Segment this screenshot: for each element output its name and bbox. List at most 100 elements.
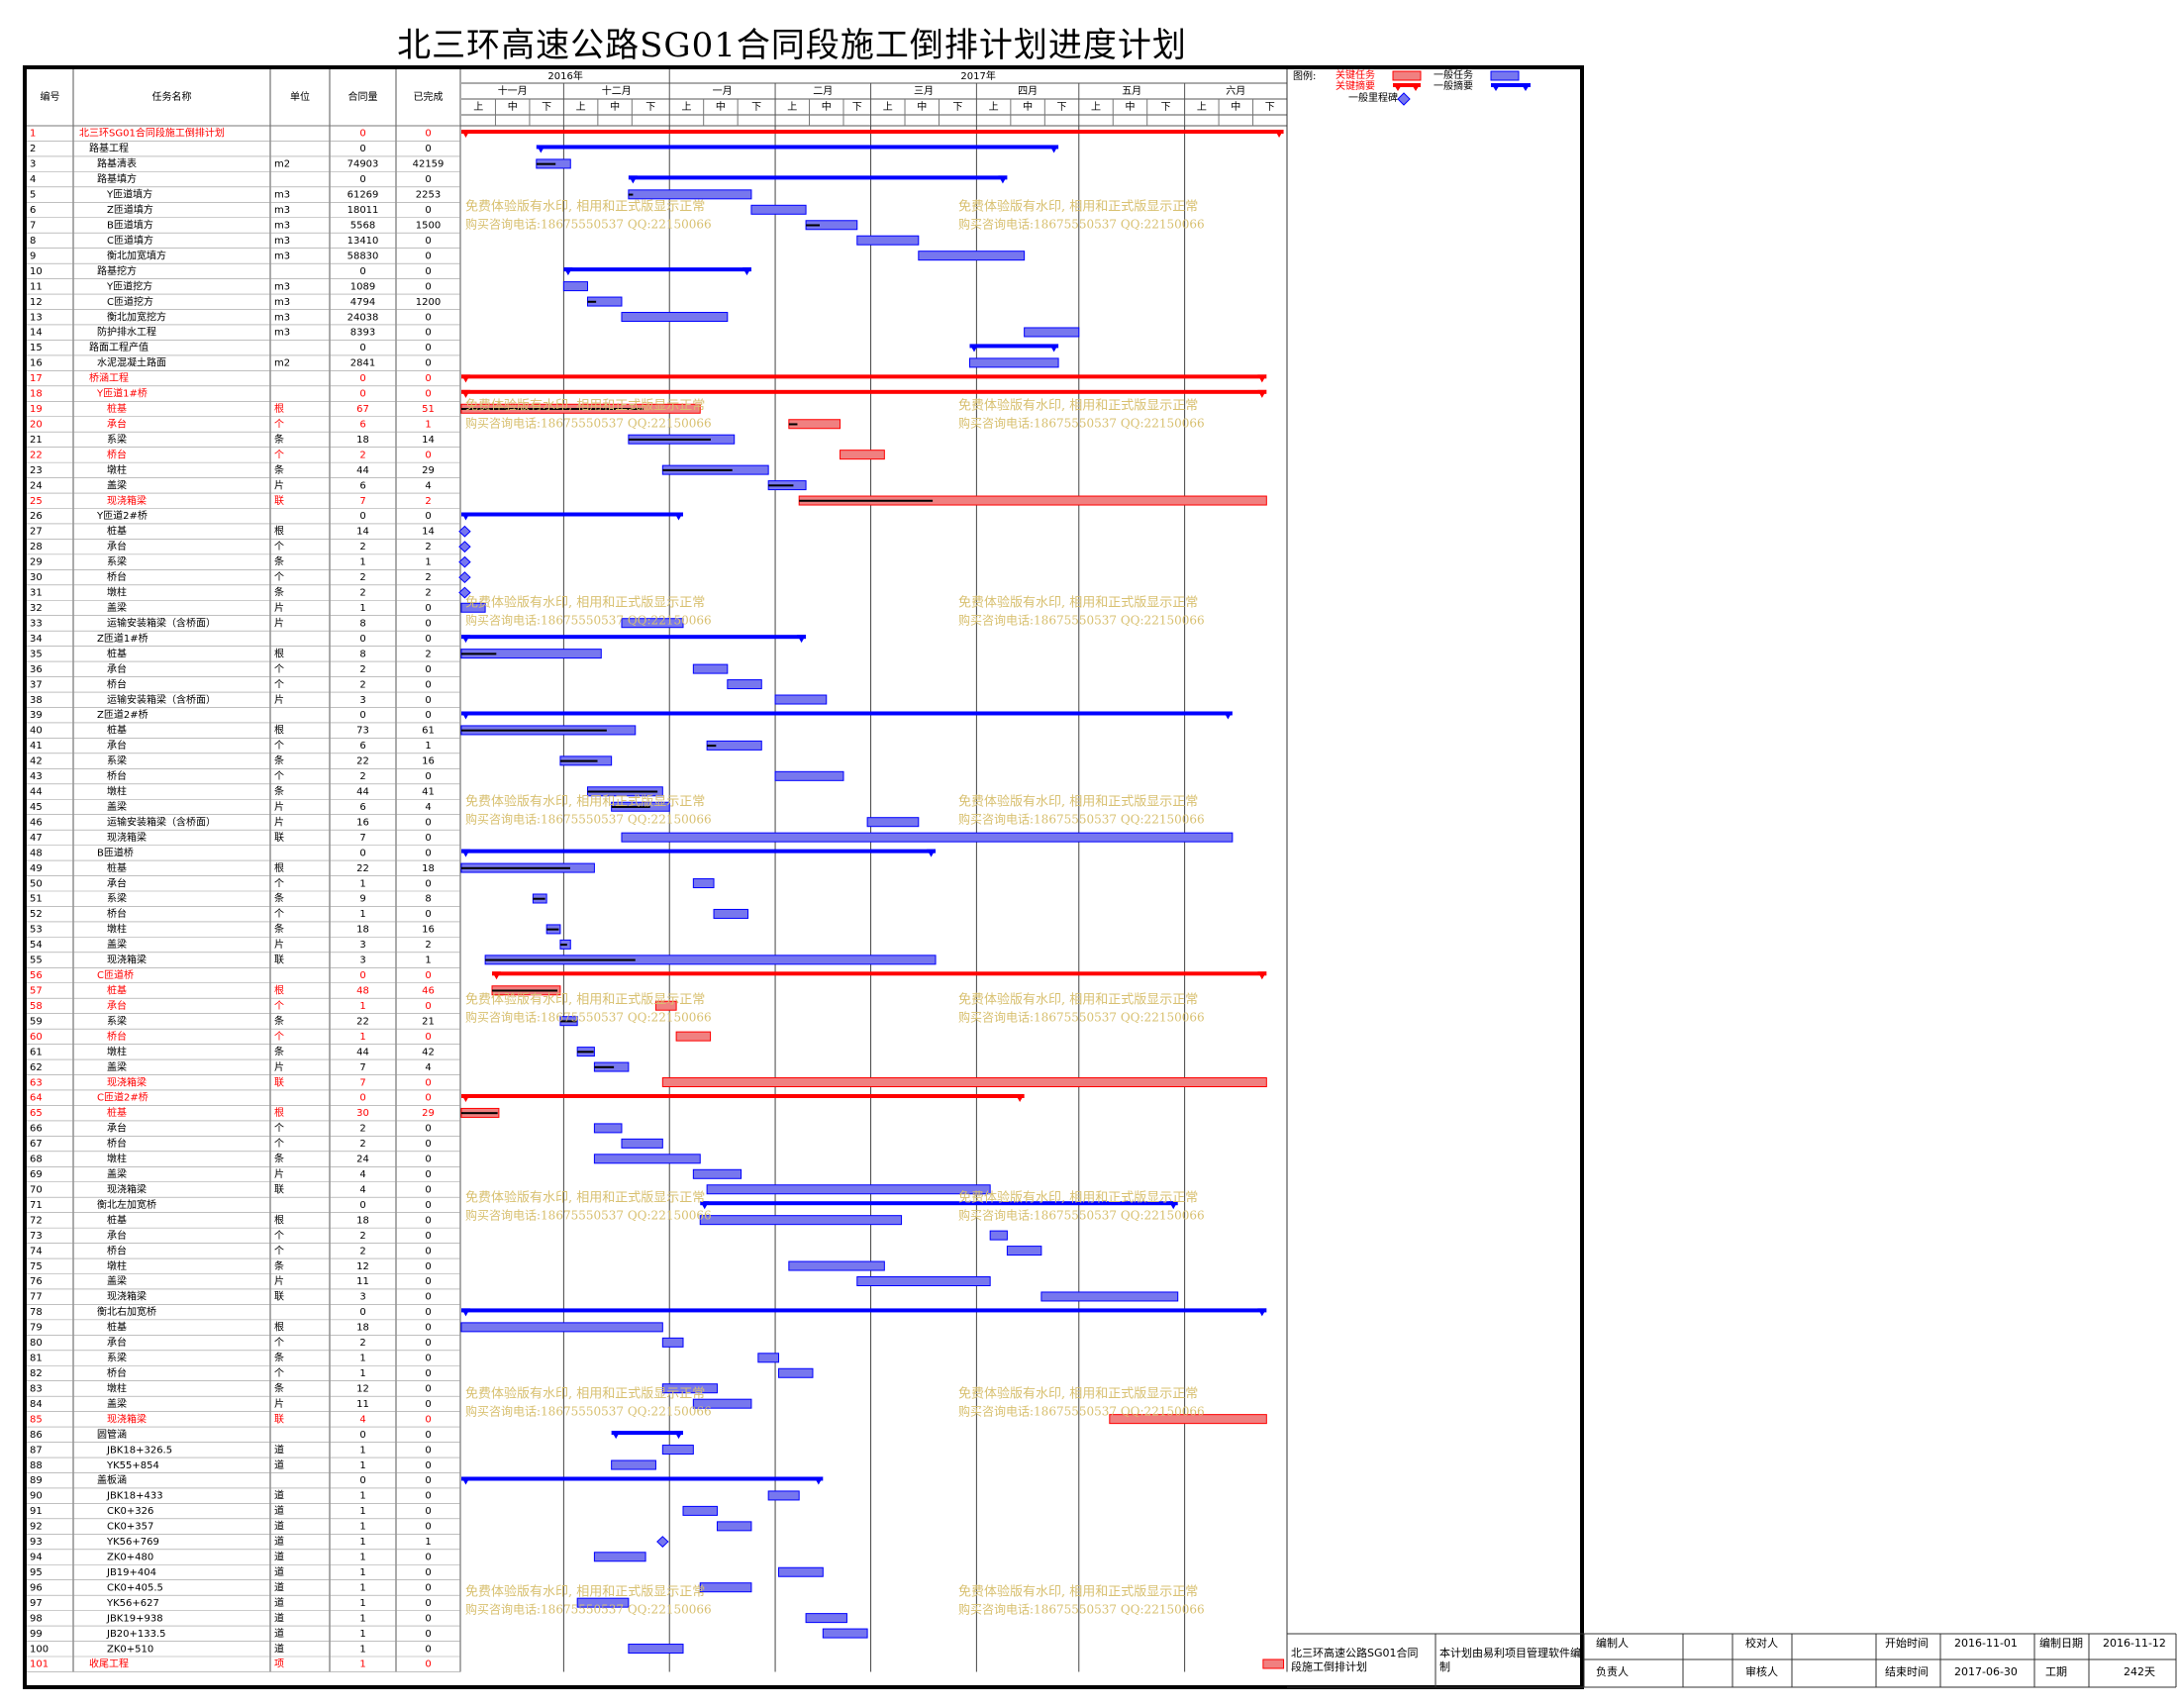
watermark-text: 购买咨询电话:18675550537 QQ:22150066 [465,217,712,232]
task-unit: 根 [274,647,284,659]
task-unit: 个 [274,1000,284,1012]
task-id: 40 [30,726,43,737]
task-bar [706,1184,991,1195]
task-done: 29 [422,465,435,476]
progress-line [559,944,567,947]
task-qty: 58830 [347,251,379,261]
task-unit: 个 [274,1230,284,1242]
task-done: 1 [425,741,431,752]
task-qty: 22 [356,756,369,767]
summary-bar-cap [969,344,979,352]
task-done: 0 [425,1077,431,1088]
task-id: 71 [30,1200,43,1211]
month-label: 六月 [1226,85,1245,97]
milestone-diamond [656,1536,669,1548]
task-done: 0 [425,1383,431,1394]
footer-duration-value: 242天 [2124,1665,2155,1678]
task-done: 2 [425,649,431,659]
task-unit: 片 [274,800,284,813]
task-id: 35 [30,649,43,659]
task-name: 承台 [107,739,127,752]
task-done: 21 [422,1016,435,1027]
task-name: 现浇箱梁 [107,954,147,966]
watermark-text: 免费体验版有水印, 相用和正式版显示正常 [958,1190,1198,1206]
task-unit: 联 [274,1413,284,1425]
task-unit: 个 [274,908,284,920]
watermark-text: 购买咨询电话:18675550537 QQ:22150066 [958,217,1205,232]
dekad-label: 中 [508,100,518,113]
task-id: 27 [30,527,43,538]
task-name: 盖梁 [107,601,127,614]
summary-bar-cap [1049,344,1059,352]
task-qty: 0 [359,389,365,400]
task-id: 8 [30,236,36,247]
task-done: 0 [425,1460,431,1471]
task-id: 15 [30,343,43,353]
task-name: 桥台 [107,1030,127,1043]
task-name: 路基挖方 [97,264,137,277]
task-name: YK56+627 [106,1598,159,1609]
footer-date-value: 2016-11-12 [2103,1637,2166,1650]
task-bar [727,679,762,690]
task-id: 22 [30,450,43,460]
task-done: 2 [425,572,431,583]
task-done: 0 [425,634,431,645]
watermark-text: 免费体验版有水印, 相用和正式版显示正常 [465,1584,705,1600]
task-name: 承台 [107,662,127,675]
task-name: 承台 [107,999,127,1012]
task-name: 墩柱 [107,463,127,476]
task-unit: 个 [274,1031,284,1043]
legend-normal-summary-swatch [1521,83,1531,91]
task-done: 0 [425,1414,431,1425]
task-qty: 0 [359,634,365,645]
task-name: C匝道挖方 [107,295,153,308]
dekad-label: 下 [852,102,862,113]
task-qty: 1 [359,1582,365,1593]
summary-bar [969,344,1059,349]
task-qty: 3 [359,695,365,706]
task-name: 系梁 [107,1352,127,1364]
task-id: 93 [30,1537,43,1548]
task-qty: 30 [356,1108,369,1119]
task-done: 0 [425,266,431,277]
summary-bar-cap [461,374,470,383]
task-qty: 7 [359,1062,365,1073]
task-unit: m3 [274,281,290,292]
task-name: 墩柱 [107,1259,127,1272]
task-unit: 条 [274,1381,284,1394]
task-id: 45 [30,802,43,813]
task-id: 34 [30,634,43,645]
task-bar [593,1154,701,1164]
watermark-text: 购买咨询电话:18675550537 QQ:22150066 [465,613,712,628]
task-id: 95 [30,1567,43,1578]
milestone-diamond [458,555,471,568]
dekad-label: 上 [681,101,691,113]
task-done: 1 [425,955,431,966]
task-bar [918,251,1026,261]
task-unit: 个 [274,449,284,460]
task-id: 10 [30,266,43,277]
task-qty: 2 [359,542,365,553]
dekad-label: 中 [917,100,927,113]
task-name: 墩柱 [107,785,127,798]
watermark-text: 购买咨询电话:18675550537 QQ:22150066 [958,416,1205,431]
task-name: 墩柱 [107,1381,127,1394]
task-qty: 7 [359,1077,365,1088]
task-done: 0 [425,1430,431,1441]
task-unit: 根 [274,861,284,874]
task-unit: 片 [274,1060,284,1073]
task-bar [1006,1246,1042,1256]
task-id: 28 [30,542,43,553]
task-qty: 2841 [350,358,375,369]
task-qty: 61269 [347,190,379,201]
milestone-diamond [458,571,471,583]
task-unit: 条 [274,1259,284,1272]
task-qty: 1 [359,1354,365,1364]
task-id: 52 [30,909,43,920]
task-id: 26 [30,511,43,522]
task-id: 88 [30,1460,43,1471]
dekad-label: 上 [787,101,797,113]
task-done: 0 [425,909,431,920]
task-id: 60 [30,1032,43,1043]
watermark-text: 免费体验版有水印, 相用和正式版显示正常 [958,1386,1198,1402]
